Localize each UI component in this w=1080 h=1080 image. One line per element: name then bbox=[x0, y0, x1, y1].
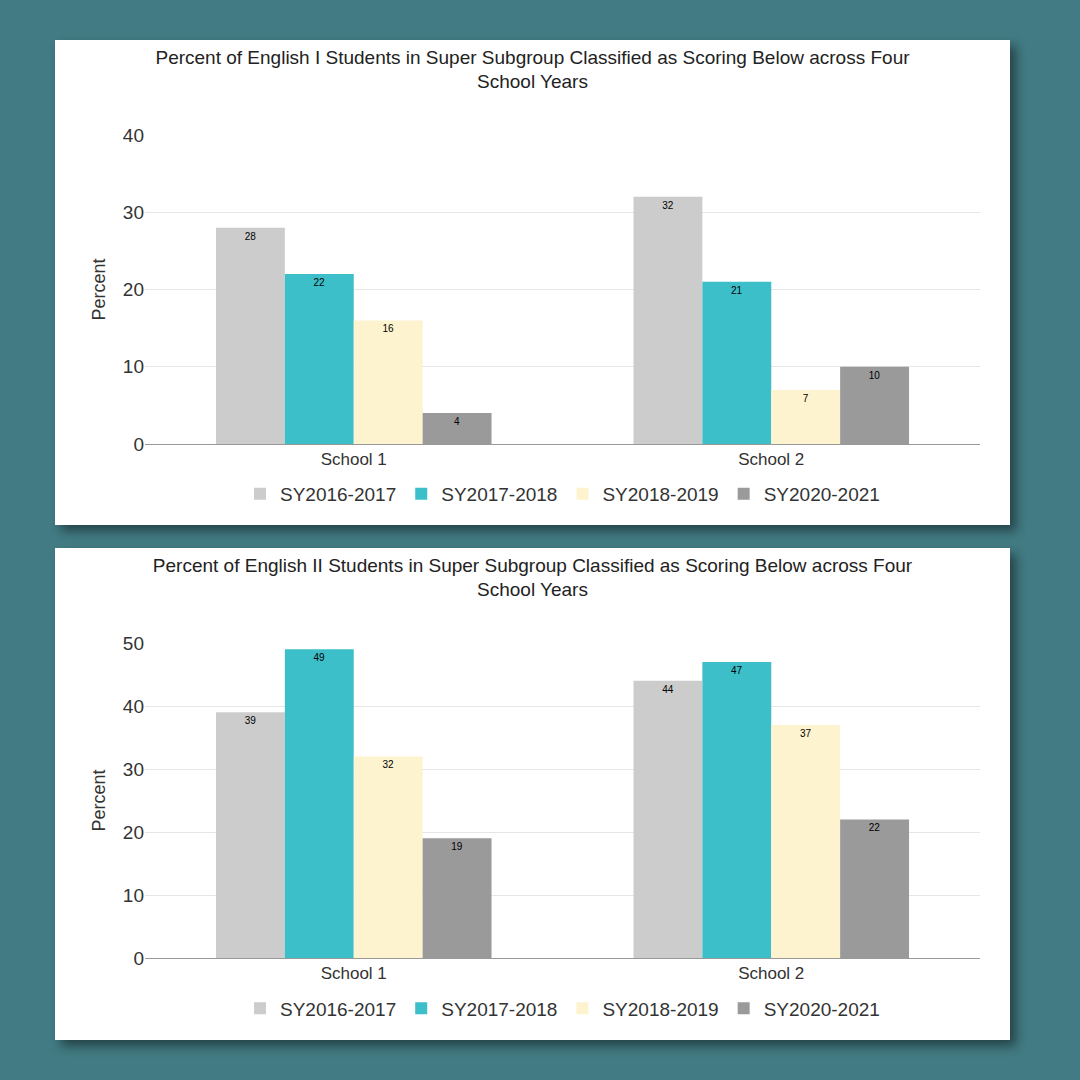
svg-text:4: 4 bbox=[454, 416, 460, 427]
svg-text:50: 50 bbox=[123, 633, 144, 654]
svg-text:37: 37 bbox=[800, 728, 812, 739]
svg-text:SY2016-2017: SY2016-2017 bbox=[280, 999, 396, 1020]
svg-text:Percent: Percent bbox=[89, 769, 109, 831]
svg-text:School 1: School 1 bbox=[321, 964, 387, 983]
svg-text:School 1: School 1 bbox=[321, 450, 387, 469]
svg-text:SY2018-2019: SY2018-2019 bbox=[602, 484, 718, 505]
svg-text:19: 19 bbox=[451, 841, 463, 852]
svg-text:SY2017-2018: SY2017-2018 bbox=[441, 484, 557, 505]
svg-text:40: 40 bbox=[123, 696, 144, 717]
svg-text:22: 22 bbox=[869, 822, 881, 833]
svg-text:SY2020-2021: SY2020-2021 bbox=[764, 999, 880, 1020]
svg-text:0: 0 bbox=[133, 948, 144, 969]
svg-text:SY2016-2017: SY2016-2017 bbox=[280, 484, 396, 505]
svg-text:32: 32 bbox=[662, 200, 674, 211]
svg-text:40: 40 bbox=[123, 125, 144, 146]
svg-text:SY2018-2019: SY2018-2019 bbox=[602, 999, 718, 1020]
svg-text:16: 16 bbox=[382, 323, 394, 334]
svg-text:School 2: School 2 bbox=[738, 450, 804, 469]
svg-text:22: 22 bbox=[314, 277, 326, 288]
svg-text:30: 30 bbox=[123, 202, 144, 223]
svg-text:SY2017-2018: SY2017-2018 bbox=[441, 999, 557, 1020]
svg-text:30: 30 bbox=[123, 759, 144, 780]
svg-text:28: 28 bbox=[245, 231, 257, 242]
svg-text:44: 44 bbox=[662, 684, 674, 695]
svg-text:Percent of English II Students: Percent of English II Students in Super … bbox=[153, 555, 913, 601]
svg-text:SY2020-2021: SY2020-2021 bbox=[764, 484, 880, 505]
svg-text:47: 47 bbox=[731, 665, 743, 676]
svg-text:10: 10 bbox=[869, 370, 881, 381]
svg-text:32: 32 bbox=[382, 759, 394, 770]
svg-text:49: 49 bbox=[314, 652, 326, 663]
svg-text:School 2: School 2 bbox=[738, 964, 804, 983]
svg-text:Percent of English I Students: Percent of English I Students in Super S… bbox=[155, 47, 910, 93]
svg-text:10: 10 bbox=[123, 885, 144, 906]
svg-text:0: 0 bbox=[133, 434, 144, 455]
svg-text:7: 7 bbox=[803, 393, 809, 404]
svg-text:Percent: Percent bbox=[89, 258, 109, 320]
svg-text:21: 21 bbox=[731, 285, 743, 296]
svg-text:20: 20 bbox=[123, 822, 144, 843]
svg-text:39: 39 bbox=[245, 715, 257, 726]
svg-text:20: 20 bbox=[123, 279, 144, 300]
svg-text:10: 10 bbox=[123, 356, 144, 377]
